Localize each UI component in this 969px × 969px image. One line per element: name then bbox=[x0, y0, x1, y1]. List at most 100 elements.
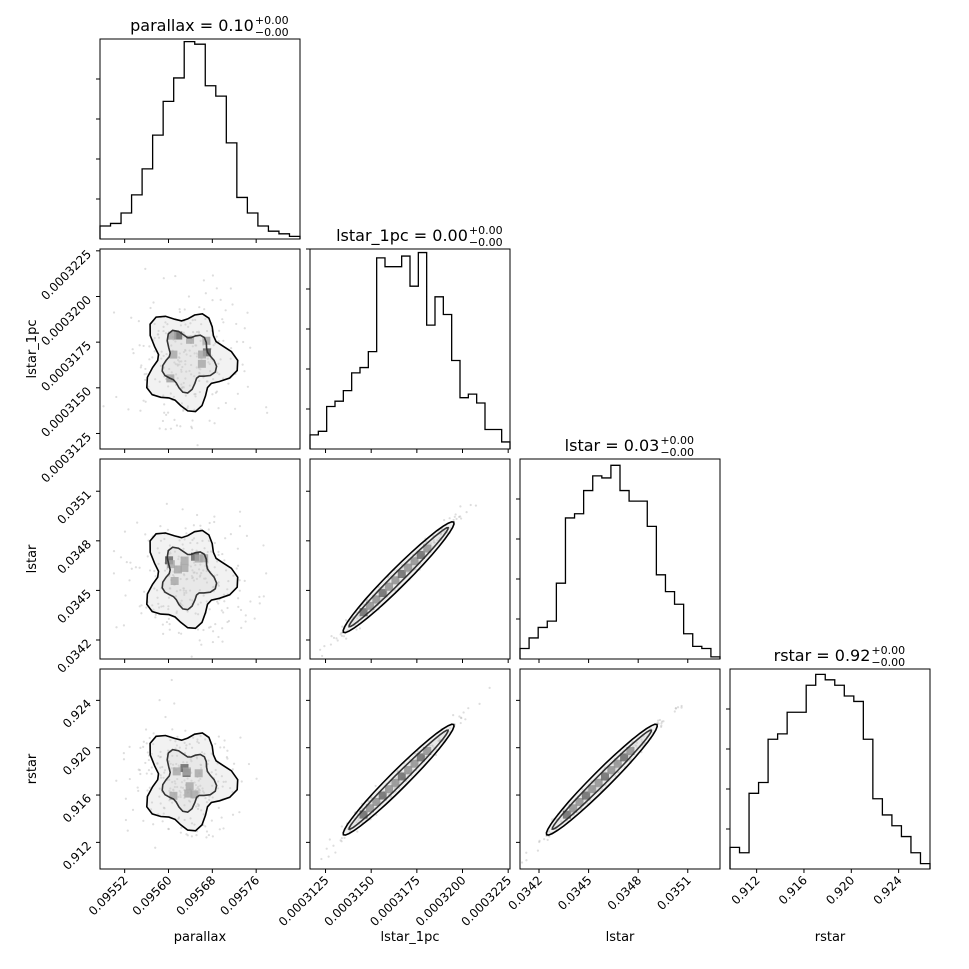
scatter-point bbox=[130, 316, 133, 319]
density-cell bbox=[594, 778, 603, 787]
scatter-point bbox=[231, 813, 235, 816]
scatter-point bbox=[144, 533, 147, 536]
panel-frame bbox=[99, 248, 301, 450]
scatter-point bbox=[183, 741, 186, 744]
scatter-point bbox=[217, 550, 220, 553]
scatter-point bbox=[205, 380, 208, 383]
scatter-point bbox=[170, 344, 173, 347]
scatter-point bbox=[195, 834, 198, 837]
scatter-point bbox=[115, 626, 118, 629]
histogram-panel-lstar: lstar = 0.03 +0.00−0.00 bbox=[516, 434, 721, 663]
scatter-point bbox=[586, 802, 589, 805]
scatter-point bbox=[211, 796, 214, 799]
scatter-point bbox=[253, 617, 256, 620]
panel-background bbox=[100, 39, 300, 239]
scatter-point bbox=[198, 372, 201, 375]
scatter-point bbox=[217, 340, 220, 343]
scatter-point bbox=[203, 547, 206, 550]
scatter-point bbox=[162, 329, 165, 333]
scatter-point bbox=[199, 368, 202, 371]
scatter-point bbox=[174, 747, 177, 750]
scatter-point bbox=[196, 738, 199, 741]
scatter-point bbox=[179, 601, 182, 604]
scatter-point bbox=[340, 634, 344, 638]
scatter-point bbox=[184, 359, 187, 363]
scatter-point bbox=[169, 762, 172, 765]
scatter-point bbox=[190, 655, 193, 658]
contour-line bbox=[145, 529, 239, 630]
scatter-point bbox=[184, 589, 188, 592]
scatter-point bbox=[175, 424, 179, 427]
scatter-point bbox=[525, 859, 528, 862]
scatter-point bbox=[207, 833, 210, 837]
scatter-point bbox=[184, 323, 187, 326]
scatter-point bbox=[215, 287, 218, 290]
scatter-point bbox=[198, 390, 201, 394]
density-cell bbox=[569, 804, 578, 813]
scatter-point bbox=[115, 395, 118, 399]
scatter-point bbox=[340, 825, 343, 828]
scatter-point bbox=[185, 761, 189, 764]
scatter-point bbox=[166, 411, 170, 414]
title-main: lstar = 0.03 bbox=[565, 436, 660, 455]
scatter-point bbox=[163, 411, 166, 414]
scatter-point bbox=[216, 787, 220, 790]
scatter-point bbox=[158, 380, 161, 383]
density-cell bbox=[600, 772, 609, 781]
scatter-point bbox=[222, 611, 225, 614]
scatter-point bbox=[168, 778, 171, 781]
scatter-point bbox=[227, 382, 230, 385]
scatter-point bbox=[175, 744, 179, 747]
y-tick-label-lstar: 0.0342 bbox=[55, 636, 95, 676]
scatter-point bbox=[448, 526, 451, 529]
scatter-point bbox=[161, 419, 165, 423]
scatter-point bbox=[235, 567, 238, 570]
scatter-point bbox=[171, 781, 174, 784]
scatter-point bbox=[212, 378, 215, 381]
scatter-point bbox=[165, 502, 168, 505]
scatter-point bbox=[221, 785, 224, 788]
scatter-point bbox=[205, 801, 209, 804]
panel-frame bbox=[309, 458, 511, 660]
scatter-point bbox=[614, 774, 617, 778]
density-cell bbox=[378, 589, 387, 598]
density-cell bbox=[607, 766, 616, 775]
scatter-point bbox=[660, 722, 663, 725]
scatter-point bbox=[425, 540, 428, 543]
scatter-point bbox=[166, 567, 169, 571]
scatter-point bbox=[262, 544, 265, 547]
scatter-point bbox=[169, 427, 173, 430]
scatter-point bbox=[167, 605, 170, 608]
scatter-point bbox=[238, 811, 241, 814]
scatter-point bbox=[237, 605, 240, 608]
scatter-point bbox=[220, 609, 223, 612]
scatter-point bbox=[177, 555, 180, 558]
scatter-point bbox=[165, 352, 168, 356]
scatter-point bbox=[465, 511, 468, 514]
scatter-point bbox=[194, 318, 197, 321]
scatter-point bbox=[136, 521, 139, 524]
scatter-point bbox=[180, 632, 183, 635]
scatter-point bbox=[204, 825, 207, 828]
scatter-point bbox=[222, 746, 226, 749]
scatter-point bbox=[194, 395, 197, 398]
scatter-point bbox=[177, 356, 181, 359]
scatter-point bbox=[223, 739, 226, 742]
scatter-point bbox=[192, 579, 196, 582]
scatter-point bbox=[190, 822, 194, 825]
panel-background bbox=[730, 669, 930, 869]
scatter-point bbox=[224, 780, 227, 783]
scatter-point bbox=[171, 573, 175, 577]
density-cell bbox=[184, 789, 193, 798]
scatter-point bbox=[188, 589, 192, 592]
scatter-point bbox=[173, 418, 176, 421]
scatter-point bbox=[635, 744, 638, 747]
scatter-point bbox=[119, 556, 123, 559]
scatter-point bbox=[187, 325, 190, 329]
scatter-point bbox=[159, 364, 162, 367]
scatter-point bbox=[158, 699, 161, 702]
density-cell bbox=[186, 335, 195, 344]
density-cell bbox=[385, 582, 394, 591]
scatter-point bbox=[192, 571, 195, 574]
